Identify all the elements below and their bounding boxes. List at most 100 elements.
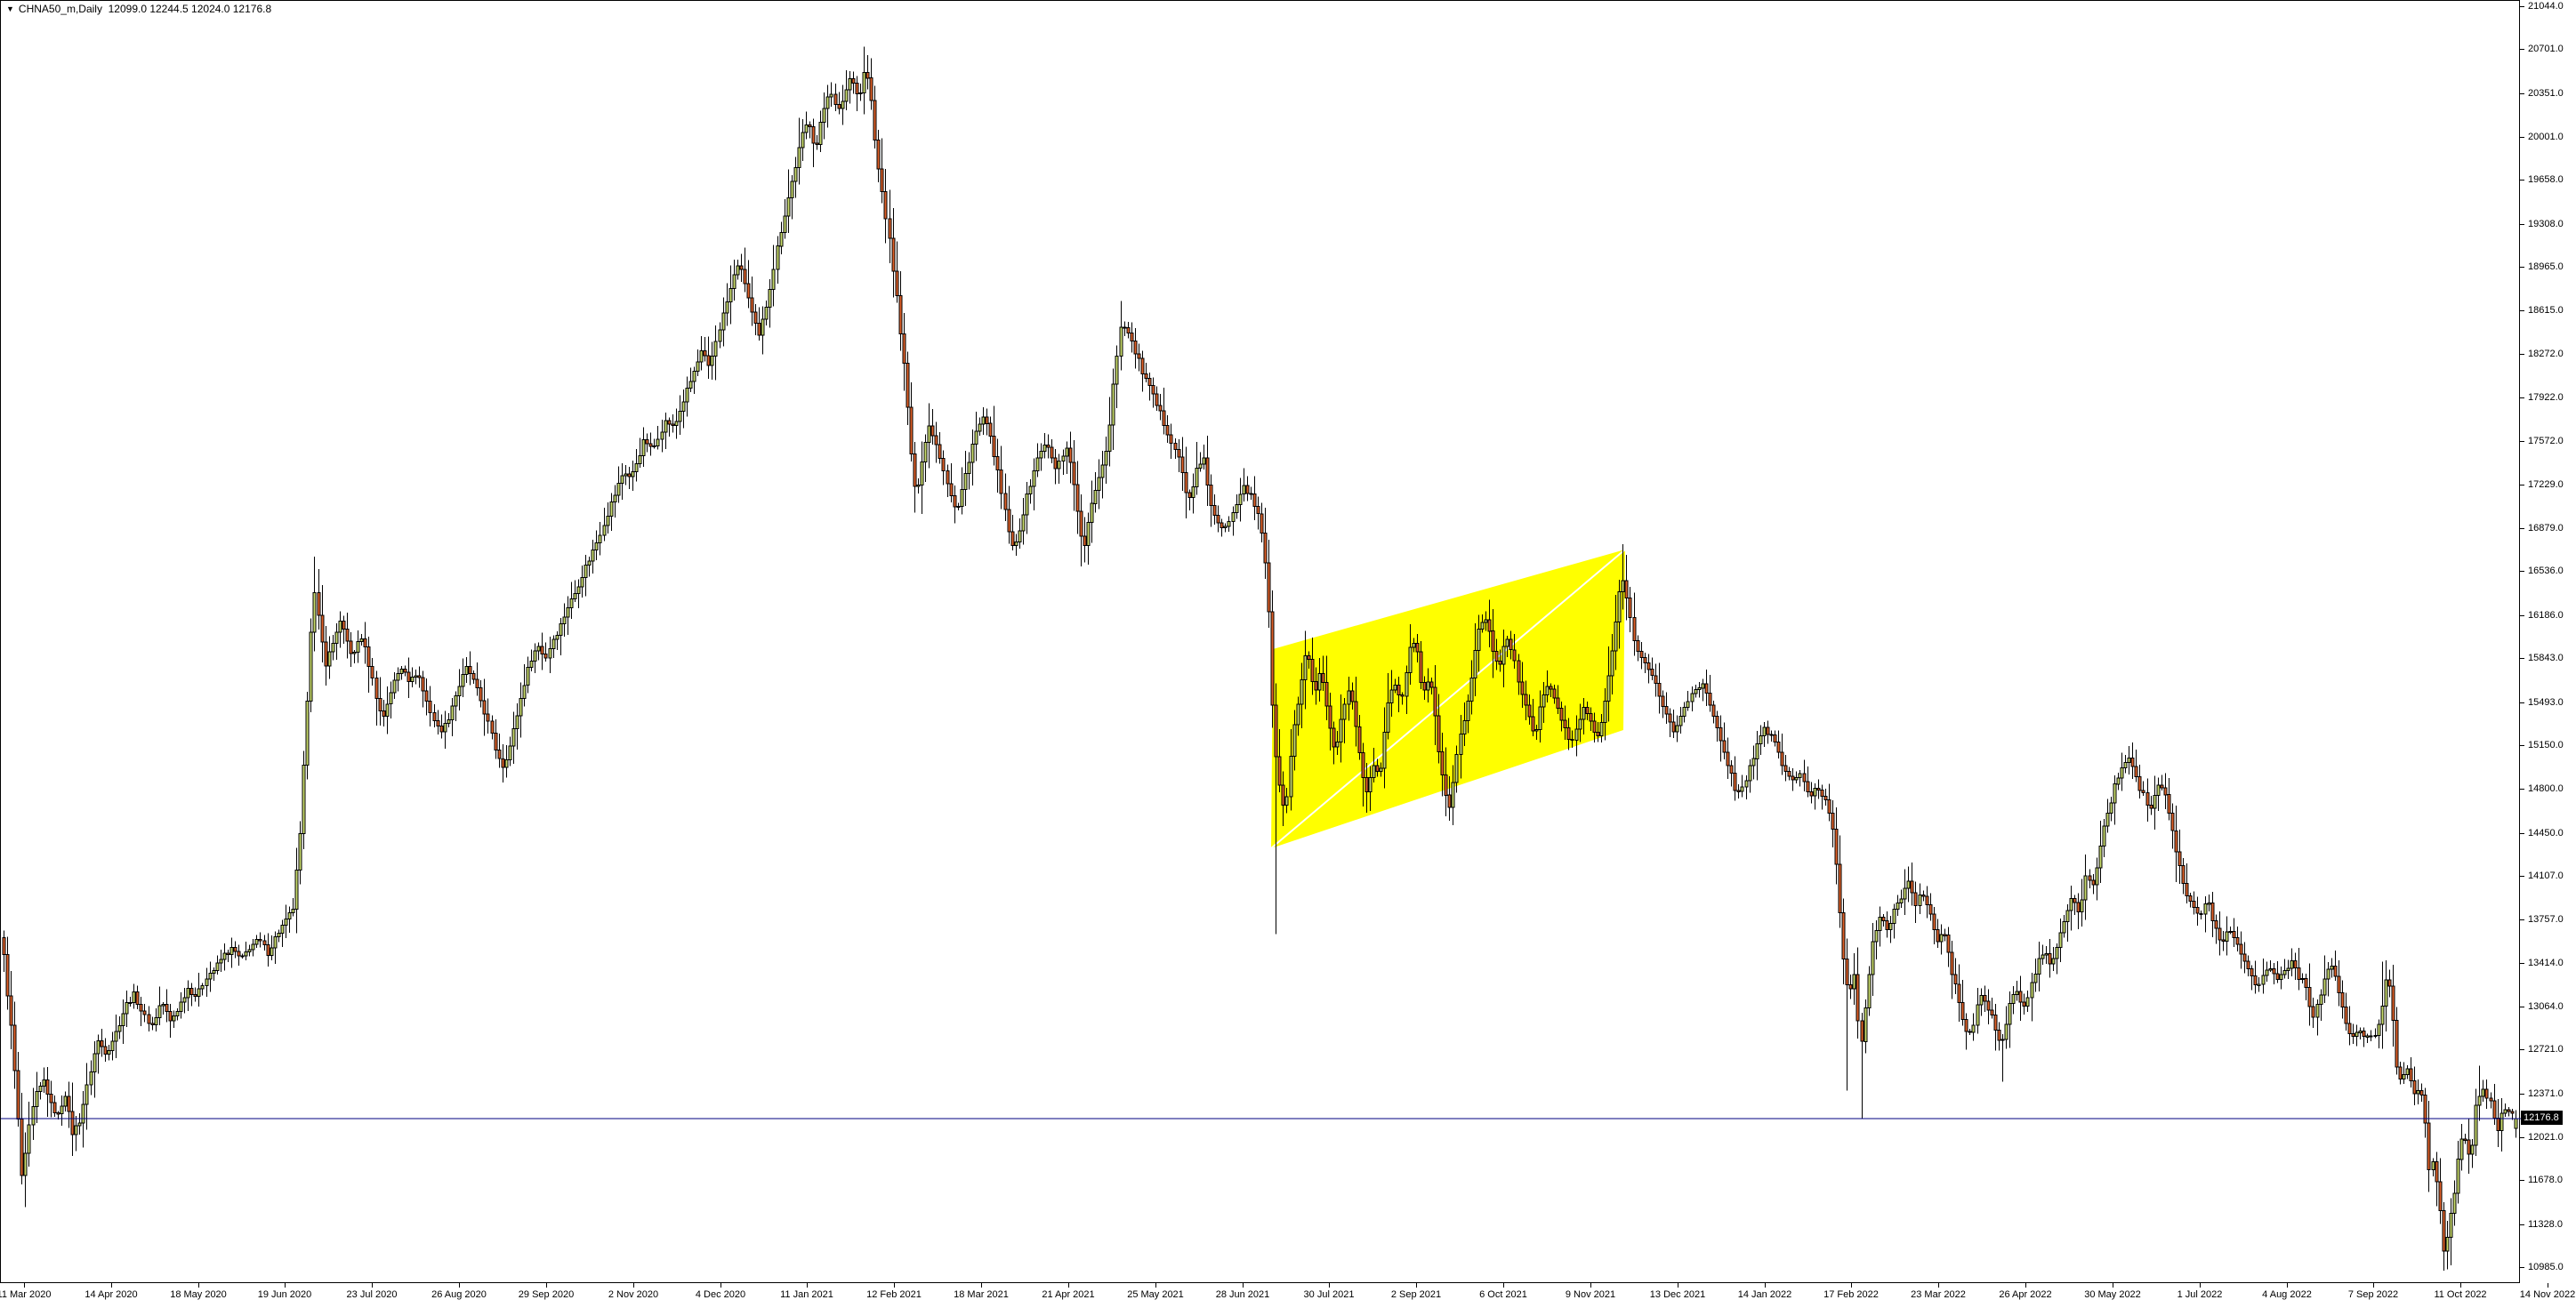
price-tick (2520, 1224, 2524, 1225)
price-tick (2520, 528, 2524, 529)
price-tick (2520, 1094, 2524, 1095)
price-tick-label: 12371.0 (2528, 1088, 2564, 1099)
price-tick (2520, 919, 2524, 920)
time-tick-label: 30 May 2022 (2084, 1289, 2141, 1300)
price-tick-label: 17922.0 (2528, 392, 2564, 403)
price-tick-label: 20351.0 (2528, 88, 2564, 99)
time-tick-label: 13 Dec 2021 (1649, 1289, 1706, 1300)
price-tick-label: 15493.0 (2528, 697, 2564, 708)
price-tick (2520, 702, 2524, 703)
time-tick (894, 1283, 895, 1288)
price-tick (2520, 876, 2524, 877)
price-tick-label: 12021.0 (2528, 1132, 2564, 1143)
time-tick (2460, 1283, 2461, 1288)
time-tick-label: 7 Sep 2022 (2347, 1289, 2399, 1300)
price-tick (2520, 49, 2524, 50)
chart-title-symbol: CHNA50_m,Daily (18, 3, 102, 15)
price-tick (2520, 1049, 2524, 1050)
price-tick-label: 10985.0 (2528, 1262, 2564, 1272)
time-tick-label: 17 Feb 2022 (1823, 1289, 1879, 1300)
chart-canvas[interactable] (1, 1, 2521, 1284)
time-tick-label: 23 Jul 2020 (346, 1289, 398, 1300)
time-tick (2200, 1283, 2201, 1288)
price-tick-label: 11328.0 (2528, 1219, 2563, 1230)
price-tick-label: 17229.0 (2528, 479, 2564, 490)
time-tick (1503, 1283, 1504, 1288)
time-tick-label: 18 May 2020 (170, 1289, 227, 1300)
current-price-tag: 12176.8 (2521, 1111, 2563, 1125)
candles-series (2, 46, 2518, 1271)
time-tick (1765, 1283, 1766, 1288)
price-tick (2520, 833, 2524, 834)
price-tick (2520, 354, 2524, 355)
time-tick-label: 11 Oct 2022 (2434, 1289, 2487, 1300)
chart-plot-area[interactable] (0, 0, 2521, 1284)
price-tick-label: 16879.0 (2528, 523, 2564, 534)
price-tick-label: 18615.0 (2528, 305, 2564, 316)
time-tick-label: 2 Nov 2020 (608, 1289, 659, 1300)
channel-diagonal-line[interactable] (1270, 549, 1626, 849)
time-tick (546, 1283, 547, 1288)
price-tick-label: 17572.0 (2528, 436, 2564, 446)
chart-title-quote: 12099.0 12244.5 12024.0 12176.8 (108, 3, 272, 15)
price-tick (2520, 267, 2524, 268)
time-tick-label: 14 Jan 2022 (1737, 1289, 1792, 1300)
price-tick (2520, 745, 2524, 746)
time-tick-label: 1 Jul 2022 (2177, 1289, 2223, 1300)
time-tick (1068, 1283, 1069, 1288)
price-tick-label: 19308.0 (2528, 219, 2564, 229)
time-tick (24, 1283, 25, 1288)
price-tick (2520, 180, 2524, 181)
price-tick (2520, 658, 2524, 659)
price-tick (2520, 137, 2524, 138)
time-tick (1155, 1283, 1156, 1288)
price-axis[interactable]: 21044.0 20701.0 20351.0 20001.0 19658.0 19308… (2520, 0, 2576, 1283)
time-tick (198, 1283, 199, 1288)
price-tick-label: 13757.0 (2528, 914, 2564, 925)
time-tick-label: 25 May 2021 (1127, 1289, 1184, 1300)
time-tick-label: 4 Aug 2022 (2262, 1289, 2312, 1300)
price-tick-label: 15843.0 (2528, 653, 2564, 663)
price-tick (2520, 615, 2524, 616)
time-tick (111, 1283, 112, 1288)
channel-object[interactable] (1270, 549, 1626, 849)
time-tick (285, 1283, 286, 1288)
time-tick (2373, 1283, 2374, 1288)
time-axis[interactable]: 11 Mar 2020 14 Apr 2020 18 May 2020 19 Jun … (0, 1283, 2576, 1308)
price-tick-label: 14800.0 (2528, 783, 2564, 794)
price-tick-label: 11678.0 (2528, 1175, 2563, 1185)
price-tick-label: 13064.0 (2528, 1001, 2564, 1012)
price-tick (2520, 224, 2524, 225)
price-tick (2520, 1137, 2524, 1138)
price-tick (2520, 397, 2524, 398)
time-tick (1851, 1283, 1852, 1288)
price-tick-label: 14107.0 (2528, 871, 2564, 881)
price-tick-label: 18965.0 (2528, 261, 2564, 272)
time-tick (1243, 1283, 1244, 1288)
price-tick (2520, 1180, 2524, 1181)
time-tick (372, 1283, 373, 1288)
time-tick-label: 28 Jun 2021 (1215, 1289, 1270, 1300)
time-tick (1416, 1283, 1417, 1288)
price-tick-label: 19658.0 (2528, 174, 2564, 185)
price-tick (2520, 571, 2524, 572)
time-tick-label: 9 Nov 2021 (1565, 1289, 1616, 1300)
time-tick (633, 1283, 634, 1288)
price-tick-label: 16186.0 (2528, 610, 2564, 621)
price-tick-label: 21044.0 (2528, 1, 2564, 12)
time-tick-label: 23 Mar 2022 (1911, 1289, 1966, 1300)
price-tick-label: 15150.0 (2528, 740, 2564, 750)
price-tick-label: 13414.0 (2528, 958, 2564, 968)
time-tick (720, 1283, 721, 1288)
price-tick-label: 20701.0 (2528, 44, 2564, 54)
time-tick (2025, 1283, 2026, 1288)
price-tick-label: 14450.0 (2528, 828, 2564, 839)
time-tick-label: 2 Sep 2021 (1390, 1289, 1442, 1300)
time-tick-label: 14 Apr 2020 (85, 1289, 138, 1300)
time-tick-label: 26 Aug 2020 (431, 1289, 487, 1300)
time-tick-label: 21 Apr 2021 (1042, 1289, 1095, 1300)
symbol-dropdown-icon[interactable]: ▼ (6, 4, 14, 13)
time-tick (981, 1283, 982, 1288)
price-tick (2520, 310, 2524, 311)
